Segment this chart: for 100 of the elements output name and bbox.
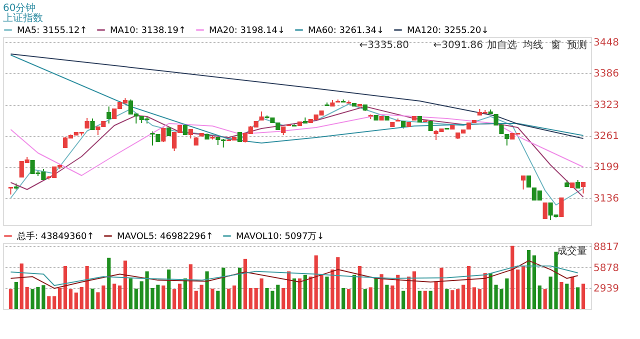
- legend-label: MA120: 3255.20↓: [407, 26, 489, 36]
- bar: [80, 286, 84, 309]
- y-tick-label: 3386: [594, 68, 619, 80]
- bar: [368, 287, 372, 309]
- y-tick-label: 2939: [594, 284, 619, 295]
- bar: [90, 288, 94, 309]
- line-series: [10, 114, 584, 176]
- bar: [254, 288, 258, 309]
- bar: [565, 284, 569, 309]
- y-tick-label: 8817: [594, 242, 619, 253]
- bar: [118, 286, 122, 309]
- bar: [456, 289, 460, 309]
- candlestick: [559, 198, 564, 217]
- legend-label: MA5: 3155.12↑: [17, 26, 88, 36]
- bar: [243, 258, 247, 309]
- legend-label: MAVOL5: 46982296↑: [117, 232, 214, 242]
- bar: [325, 276, 329, 309]
- bar: [128, 278, 132, 309]
- legend-label: MAVOL10: 5097万↓: [236, 232, 324, 242]
- bar: [172, 289, 176, 309]
- candlestick: [504, 134, 510, 146]
- bar: [466, 266, 471, 309]
- bar: [14, 282, 18, 309]
- bar: [308, 276, 312, 309]
- bar: [423, 290, 427, 309]
- bar: [532, 255, 536, 309]
- bar: [260, 278, 264, 309]
- bar: [428, 290, 432, 309]
- bar: [581, 284, 586, 309]
- bar: [478, 289, 482, 309]
- bar: [8, 289, 13, 309]
- bar: [406, 276, 411, 309]
- bar: [112, 284, 116, 309]
- bar: [298, 278, 302, 309]
- bar: [210, 288, 214, 309]
- bar: [336, 257, 340, 309]
- candlestick: [580, 182, 586, 194]
- y-tick-label: 3136: [594, 194, 619, 204]
- bar: [167, 270, 171, 309]
- bar: [183, 278, 188, 309]
- bar: [538, 286, 542, 309]
- bar: [178, 284, 182, 309]
- bar: [58, 288, 62, 309]
- bar: [188, 264, 192, 309]
- line-series: [10, 265, 578, 286]
- bar: [287, 271, 291, 309]
- candlestick: [106, 106, 112, 124]
- line-series: [10, 260, 578, 289]
- bar: [162, 286, 166, 309]
- bar: [352, 274, 356, 309]
- bar: [123, 260, 128, 309]
- bar: [222, 268, 226, 309]
- bar: [374, 278, 378, 309]
- bar: [521, 266, 526, 309]
- annotation: 加自选: [487, 39, 517, 51]
- bar: [134, 288, 138, 309]
- bar: [358, 266, 362, 309]
- bar: [74, 292, 78, 309]
- bar: [483, 273, 487, 309]
- bar: [516, 270, 520, 309]
- bar: [330, 270, 334, 309]
- bar: [25, 286, 29, 309]
- annotation: 窗: [551, 39, 561, 51]
- candlestick: [161, 127, 166, 142]
- bar: [347, 289, 351, 309]
- bar: [47, 296, 51, 309]
- legend-label: 总手: 43849360↑: [16, 231, 94, 242]
- bar: [445, 289, 449, 309]
- bar: [232, 286, 236, 309]
- bar: [238, 268, 242, 309]
- y-tick-label: 3199: [594, 162, 619, 173]
- bar: [20, 264, 24, 309]
- bar: [363, 289, 367, 309]
- bar: [194, 290, 198, 309]
- bar: [418, 290, 422, 309]
- bar: [510, 246, 514, 309]
- y-tick-label: 5878: [594, 262, 619, 274]
- bar: [292, 278, 296, 309]
- annotation: 均线: [522, 39, 543, 51]
- bar: [303, 274, 307, 309]
- annotation: 成交量: [557, 245, 587, 257]
- bar: [216, 290, 220, 309]
- bar: [380, 274, 384, 309]
- chart-title: 60分钟: [3, 2, 36, 14]
- bar: [342, 288, 346, 309]
- bar: [227, 288, 231, 309]
- bar: [472, 287, 476, 309]
- candlestick: [188, 128, 193, 139]
- bar: [68, 289, 73, 309]
- bar: [402, 290, 406, 309]
- bar: [450, 290, 454, 309]
- bar: [63, 266, 68, 309]
- bar: [526, 250, 531, 309]
- legend-label: MA20: 3198.14↓: [209, 26, 286, 36]
- legend-label: MA60: 3261.34↓: [308, 26, 384, 36]
- bar: [52, 296, 56, 309]
- bar: [570, 276, 574, 309]
- chart-subtitle: 上证指数: [3, 12, 43, 24]
- bar: [576, 287, 580, 309]
- bar: [248, 288, 252, 309]
